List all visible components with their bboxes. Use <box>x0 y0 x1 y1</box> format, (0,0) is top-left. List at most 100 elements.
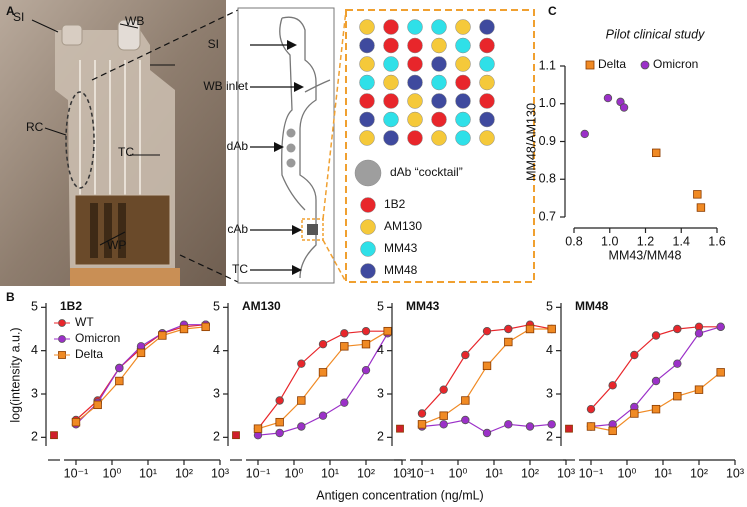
marker <box>50 431 58 440</box>
dot <box>359 93 375 109</box>
marker <box>608 381 617 390</box>
dot <box>431 93 447 109</box>
y-tick-label: 5 <box>546 300 553 314</box>
marker <box>318 411 328 420</box>
marker <box>461 415 470 425</box>
marker <box>201 322 210 332</box>
dot <box>479 56 495 72</box>
marker <box>115 376 124 386</box>
marker <box>482 326 492 336</box>
marker <box>630 409 639 418</box>
x-tick-label: 10¹ <box>485 466 503 480</box>
dot <box>455 93 471 109</box>
marker <box>417 420 427 429</box>
dot <box>383 74 399 91</box>
legend-label: 1B2 <box>384 197 406 211</box>
dot <box>431 111 447 128</box>
dot <box>407 74 423 91</box>
marker <box>565 424 573 433</box>
x-tick-label: 1.0 <box>601 234 618 248</box>
marker <box>383 326 392 336</box>
chart-title: 1B2 <box>60 299 82 313</box>
diagram-label: TC <box>232 262 248 276</box>
marker <box>630 350 639 360</box>
x-tick-label: 10⁻¹ <box>410 466 435 480</box>
y-tick-label: 2 <box>213 430 220 444</box>
marker <box>673 359 682 368</box>
x-axis-label: Antigen concentration (ng/mL) <box>316 488 483 502</box>
x-tick-label: 10³ <box>557 466 575 480</box>
legend-label: Omicron <box>75 331 120 345</box>
dot <box>455 56 471 72</box>
photo-label: WP <box>107 238 126 252</box>
dot <box>359 130 375 146</box>
x-tick-label: 10³ <box>393 466 411 480</box>
marker <box>586 422 596 431</box>
marker <box>361 326 371 336</box>
y-tick-label: 2 <box>546 430 553 444</box>
marker <box>651 331 661 340</box>
dot <box>383 111 399 128</box>
legend-label: Delta <box>598 57 626 71</box>
series-line <box>421 328 552 425</box>
diagram-label: dAb <box>227 139 249 153</box>
x-tick-label: 10² <box>175 466 193 480</box>
marker <box>439 411 448 420</box>
x-tick-label: 10² <box>357 466 375 480</box>
photo <box>0 0 226 286</box>
dot <box>479 37 495 54</box>
marker <box>716 322 725 332</box>
dot <box>455 111 471 128</box>
marker <box>504 420 513 429</box>
dot <box>455 37 471 54</box>
y-tick-label: 5 <box>31 300 38 314</box>
marker <box>340 398 349 407</box>
dot <box>383 130 399 146</box>
marker <box>651 404 661 414</box>
legend-label: WT <box>75 315 94 329</box>
marker <box>361 339 371 349</box>
dot <box>359 56 375 72</box>
dot <box>407 19 423 35</box>
dot <box>383 93 399 109</box>
legend-label: MM48 <box>384 263 418 277</box>
x-tick-label: 10⁰ <box>449 466 468 480</box>
marker <box>297 396 306 405</box>
x-tick-label: 10² <box>521 466 539 480</box>
dot <box>455 130 471 146</box>
y-tick-label: 5 <box>377 300 384 314</box>
dot <box>455 74 471 91</box>
dot <box>407 37 423 54</box>
marker <box>580 129 589 139</box>
y-tick-label: 5 <box>213 300 220 314</box>
y-tick-label: 4 <box>546 343 553 357</box>
dot <box>359 111 375 128</box>
marker <box>439 385 448 394</box>
marker <box>547 420 556 429</box>
chart-title: AM130 <box>242 299 281 313</box>
dot <box>479 130 495 146</box>
legend-dot <box>360 219 376 235</box>
chart-title: MM48 <box>575 299 609 313</box>
y-tick-label: 4 <box>377 343 384 357</box>
dot <box>383 37 399 54</box>
marker <box>461 396 470 405</box>
panel-label: B <box>6 290 15 304</box>
marker <box>694 385 704 394</box>
legend-label: Delta <box>75 347 103 361</box>
marker <box>461 350 470 360</box>
marker <box>93 400 102 410</box>
photo-label: TC <box>118 145 134 159</box>
dot <box>359 19 375 35</box>
legend-dot <box>360 197 376 213</box>
x-tick-label: 1.4 <box>673 234 690 248</box>
x-tick-label: 10¹ <box>139 466 157 480</box>
marker <box>586 404 596 414</box>
x-tick-label: 10³ <box>211 466 229 480</box>
marker <box>253 424 263 433</box>
y-axis-label: log(intensity a.u.) <box>8 327 22 422</box>
marker <box>525 324 535 334</box>
legend-label: AM130 <box>384 219 422 233</box>
legend-dot <box>360 241 376 257</box>
